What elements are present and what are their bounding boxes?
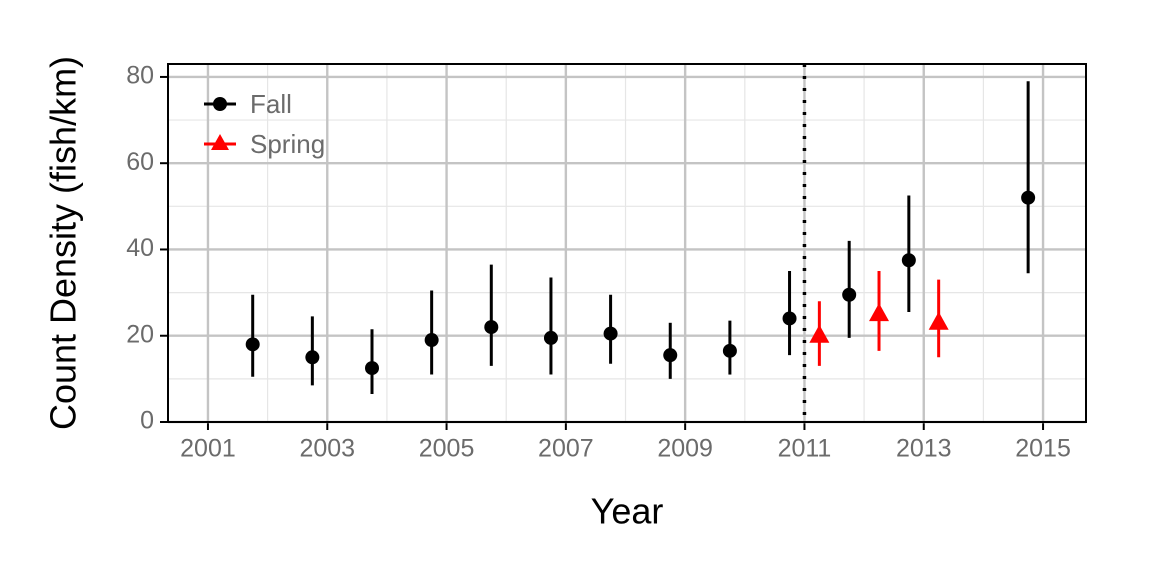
x-tick-label: 2007 [538, 435, 594, 463]
y-tick-label: 20 [126, 320, 154, 348]
x-tick-label: 2013 [896, 435, 952, 463]
x-tick-label: 2011 [778, 435, 832, 463]
point [543, 330, 558, 345]
point [782, 311, 797, 326]
legend-item: Fall [204, 89, 292, 119]
legend-item: Spring [204, 129, 325, 159]
point [928, 311, 949, 330]
legend-label: Fall [250, 89, 292, 119]
point [722, 343, 737, 358]
point [305, 350, 320, 365]
x-tick-label: 2009 [657, 435, 713, 463]
x-axis-title: Year [591, 491, 664, 532]
point [245, 337, 260, 352]
point [809, 324, 830, 343]
x-tick-label: 2001 [180, 435, 236, 463]
point [1021, 190, 1036, 205]
x-tick-label: 2003 [299, 435, 355, 463]
point [663, 348, 678, 363]
point [484, 320, 499, 335]
point [842, 287, 857, 302]
y-tick-label: 60 [126, 148, 154, 176]
x-tick-label: 2015 [1015, 435, 1071, 463]
plot-border [167, 63, 1087, 423]
point [869, 303, 890, 322]
point [603, 326, 618, 341]
y-tick-label: 0 [140, 407, 154, 435]
legend-marker [211, 134, 229, 150]
y-tick-label: 80 [126, 62, 154, 90]
legend-marker [213, 97, 227, 111]
x-tick-label: 2005 [419, 435, 475, 463]
legend-label: Spring [250, 129, 325, 159]
point [901, 253, 916, 268]
y-axis-title: Count Density (fish/km) [43, 56, 84, 430]
y-tick-label: 40 [126, 234, 154, 262]
point [365, 361, 379, 376]
point [424, 333, 439, 348]
